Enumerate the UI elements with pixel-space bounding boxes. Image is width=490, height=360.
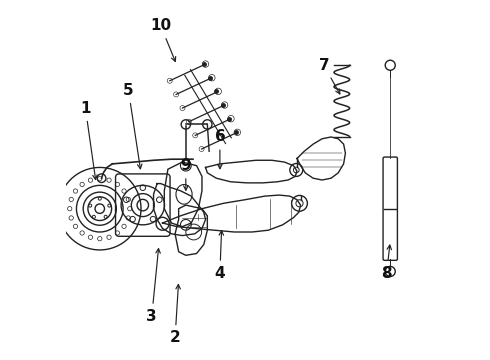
Text: 3: 3 bbox=[147, 249, 160, 324]
Text: 5: 5 bbox=[123, 83, 142, 169]
Text: 7: 7 bbox=[318, 58, 340, 94]
Text: 2: 2 bbox=[170, 284, 180, 345]
Text: 6: 6 bbox=[215, 130, 225, 169]
Text: 1: 1 bbox=[80, 101, 97, 180]
Text: 10: 10 bbox=[150, 18, 176, 62]
Text: 9: 9 bbox=[180, 158, 191, 190]
Text: 8: 8 bbox=[381, 245, 392, 281]
Text: 4: 4 bbox=[215, 231, 225, 281]
